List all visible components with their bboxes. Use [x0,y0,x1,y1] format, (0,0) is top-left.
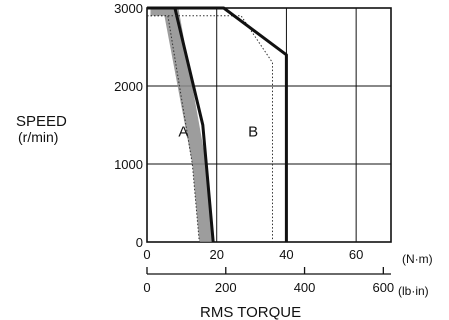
x-tick-label: 20 [209,247,223,262]
y-tick-label: 2000 [114,79,143,94]
region-a-shaded-band [150,8,214,242]
x-secondary-tick-label: 400 [294,280,316,295]
x-unit-primary: (N·m) [402,252,433,266]
y-tick-label: 3000 [114,1,143,16]
x-tick-label: 60 [349,247,363,262]
x-axis-label: RMS TORQUE [200,304,301,320]
plot-frame-group [146,7,392,243]
x-secondary-tick-label: 0 [143,280,150,295]
x-secondary-axis: 0 200 400 600 [143,267,394,295]
region-b-label: B [248,124,258,141]
region-b-limit-curve [147,6,288,242]
y-axis-label-line2: (r/min) [18,129,58,145]
region-a-dotted-curve [147,15,200,243]
x-secondary-tick-label: 600 [372,280,394,295]
x-tick-label: 0 [143,247,150,262]
plot-frame [146,7,392,243]
y-tick-labels: 0 1000 2000 3000 [114,1,143,250]
y-tick-label: 0 [136,235,143,250]
y-tick-label: 1000 [114,157,143,172]
x-tick-label: 40 [279,247,293,262]
x-secondary-tick-label: 200 [215,280,237,295]
x-unit-secondary: (lb·in) [398,284,429,298]
region-a-label: A [178,124,188,141]
y-axis-label-line1: SPEED [16,113,67,130]
x-tick-labels: 0 20 40 60 [143,247,363,262]
